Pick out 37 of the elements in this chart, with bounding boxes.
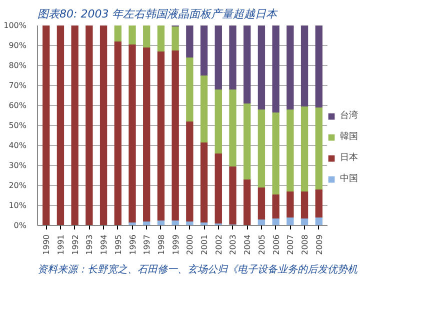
- y-tick-label: 90%: [8, 41, 27, 50]
- y-tick-label: 40%: [8, 141, 27, 150]
- y-tick-label: 0%: [14, 221, 27, 230]
- y-tick-label: 10%: [8, 201, 27, 210]
- x-tick-label: 1992: [70, 234, 80, 255]
- x-tick-label: 2003: [228, 234, 238, 255]
- x-tick-label: 2007: [286, 234, 296, 255]
- y-tick-label: 30%: [8, 161, 27, 170]
- legend-label: 韓国: [340, 130, 359, 143]
- chart-title: 图表80: 2003 年左右韩国液晶面板产量超越日本: [38, 8, 278, 20]
- x-tick-label: 2004: [243, 234, 252, 255]
- x-tick-label: 2008: [300, 234, 310, 255]
- legend-label: 日本: [340, 152, 359, 164]
- x-tick-label: 1998: [156, 234, 166, 255]
- x-tick-label: 2000: [186, 234, 195, 255]
- legend-label: 台湾: [340, 110, 359, 122]
- x-tick-label: 1993: [85, 234, 94, 255]
- text: 资料来源：长野宽之、石田修一、玄场公归《电子设备业务的后发优势机: [38, 264, 358, 276]
- x-tick-label: 2006: [272, 234, 281, 255]
- x-tick-label: 1997: [142, 234, 152, 255]
- x-tick-label: 2001: [200, 234, 210, 255]
- x-tick-label: 1996: [128, 234, 138, 255]
- y-tick-label: 100%: [4, 21, 27, 30]
- y-tick-label: 20%: [8, 181, 27, 190]
- y-tick-label: 60%: [8, 101, 27, 110]
- x-tick-label: 2002: [214, 234, 224, 255]
- legend-label: 中国: [340, 172, 359, 185]
- y-tick-label: 80%: [8, 61, 27, 70]
- x-tick-label: 1999: [171, 234, 180, 255]
- y-tick-label: 70%: [8, 81, 27, 90]
- y-tick-label: 50%: [8, 121, 27, 130]
- x-tick-label: 1991: [56, 234, 66, 255]
- x-tick-label: 1995: [114, 234, 123, 255]
- x-tick-label: 1990: [42, 234, 52, 255]
- x-tick-label: 1994: [100, 234, 109, 255]
- x-tick-label: 2009: [314, 234, 324, 255]
- x-tick-label: 2005: [257, 234, 266, 255]
